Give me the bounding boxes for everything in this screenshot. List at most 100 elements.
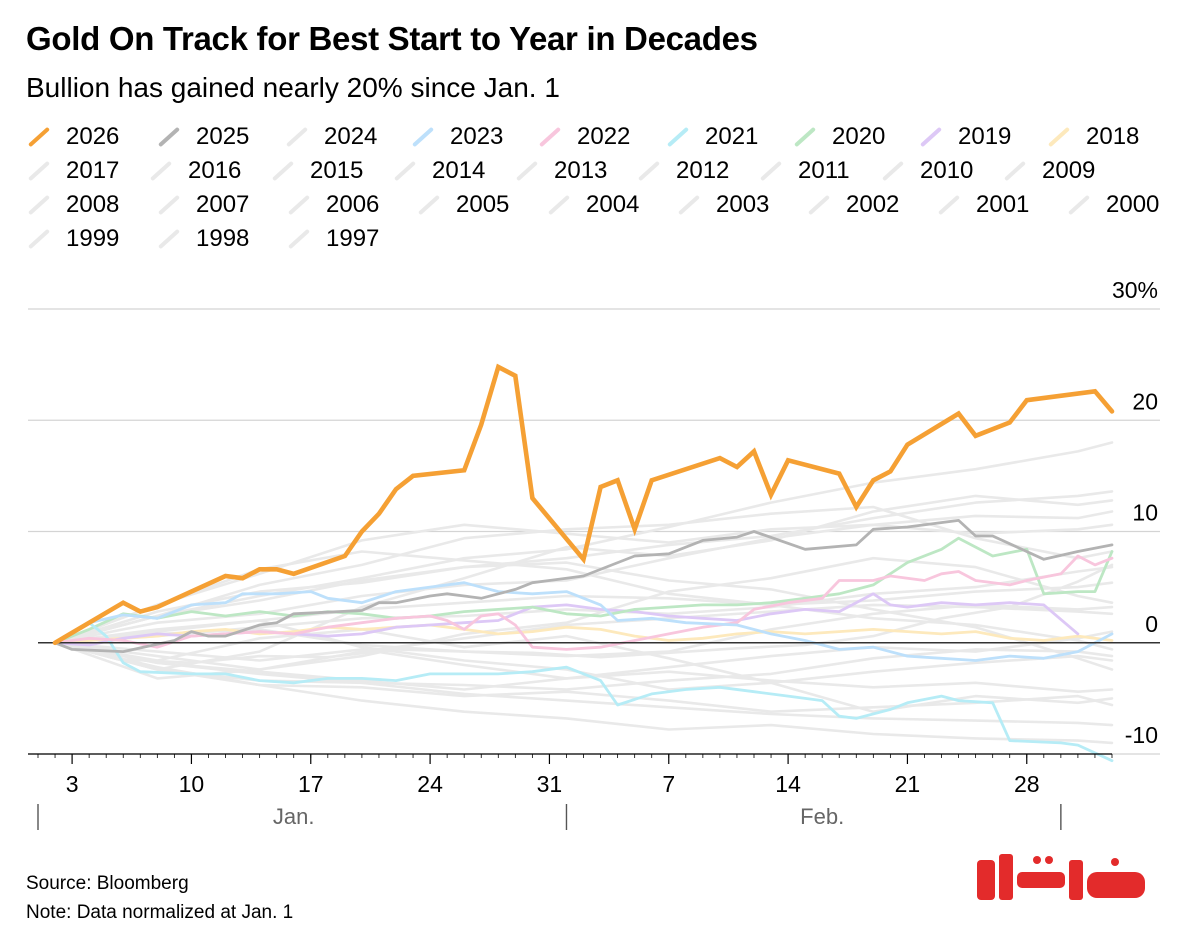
legend-label: 2010 bbox=[920, 157, 974, 184]
y-tick-label: -10 bbox=[1125, 722, 1158, 748]
chart-title: Gold On Track for Best Start to Year in … bbox=[26, 20, 758, 57]
legend-label: 2011 bbox=[798, 157, 850, 184]
legend-item-1998: 1998 bbox=[156, 224, 249, 254]
legend-label: 2023 bbox=[450, 123, 504, 150]
y-tick-label: 10 bbox=[1132, 500, 1158, 526]
legend-label: 2000 bbox=[1106, 191, 1160, 218]
legend-item-2016: 2016 bbox=[148, 156, 241, 186]
series-line-2021 bbox=[53, 621, 1114, 763]
legend-label: 2024 bbox=[324, 123, 378, 150]
series-line-2020 bbox=[53, 536, 1114, 645]
legend-label: 2004 bbox=[586, 191, 640, 218]
x-tick-label: 17 bbox=[298, 771, 324, 797]
series-line-2003 bbox=[53, 561, 1114, 671]
x-tick-label: 31 bbox=[537, 771, 563, 797]
legend-item-2006: 2006 bbox=[286, 190, 379, 220]
x-tick-label: 10 bbox=[179, 771, 205, 797]
series-line-2014 bbox=[53, 510, 1114, 645]
legend-item-2014: 2014 bbox=[392, 156, 485, 186]
legend-label: 2021 bbox=[705, 123, 759, 150]
series-line-2013 bbox=[53, 628, 1114, 714]
legend-item-2007: 2007 bbox=[156, 190, 249, 220]
legend-label: 2013 bbox=[554, 157, 608, 184]
legend-item-2001: 2001 bbox=[936, 190, 1029, 220]
x-tick-label: 14 bbox=[775, 771, 801, 797]
legend-label: 2018 bbox=[1086, 123, 1140, 150]
legend-label: 2025 bbox=[196, 123, 250, 150]
y-axis-labels: 30% 20 10 0 -10 bbox=[1112, 277, 1158, 748]
series-line-2008 bbox=[53, 490, 1114, 645]
legend-label: 2020 bbox=[832, 123, 886, 150]
normalization-note: Note: Data normalized at Jan. 1 bbox=[26, 902, 294, 923]
month-label: Jan. bbox=[273, 804, 315, 829]
legend-label: 2009 bbox=[1042, 157, 1096, 184]
legend-item-2020: 2020 bbox=[792, 122, 885, 152]
legend-item-1999: 1999 bbox=[26, 224, 119, 254]
legend-label: 2016 bbox=[188, 157, 242, 184]
series-line-2022 bbox=[53, 554, 1114, 651]
legend-item-2026: 2026 bbox=[26, 122, 119, 152]
legend-label: 2022 bbox=[577, 123, 631, 150]
legend-label: 2017 bbox=[66, 157, 120, 184]
series-line-2016 bbox=[53, 441, 1114, 645]
y-tick-label: 0 bbox=[1145, 611, 1158, 637]
legend-label: 2007 bbox=[196, 191, 250, 218]
series-line-2017 bbox=[53, 581, 1114, 645]
x-tick-label: 3 bbox=[66, 771, 79, 797]
series-line-2025 bbox=[53, 519, 1114, 653]
legend-label: 2003 bbox=[716, 191, 770, 218]
legend-label: 2005 bbox=[456, 191, 510, 218]
y-tick-label: 20 bbox=[1132, 388, 1158, 414]
legend-item-2019: 2019 bbox=[918, 122, 1011, 152]
legend-item-2009: 2009 bbox=[1002, 156, 1095, 186]
colored-year-lines bbox=[53, 519, 1114, 763]
legend-label: 2002 bbox=[846, 191, 900, 218]
legend-item-2005: 2005 bbox=[416, 190, 509, 220]
background-year-lines bbox=[53, 441, 1114, 745]
x-tick-label: 21 bbox=[895, 771, 921, 797]
legend-item-1997: 1997 bbox=[286, 224, 379, 254]
legend-label: 2014 bbox=[432, 157, 486, 184]
legend-label: 2006 bbox=[326, 191, 380, 218]
legend-label: 1999 bbox=[66, 225, 120, 252]
legend-item-2003: 2003 bbox=[676, 190, 769, 220]
series-line-2012 bbox=[53, 505, 1114, 645]
legend-item-2022: 2022 bbox=[537, 122, 630, 152]
y-tick-label: 30% bbox=[1112, 277, 1158, 303]
x-axis: 3 10 17 24 31 7 14 21 28 Jan. Feb. bbox=[28, 753, 1113, 830]
series-line-2015 bbox=[53, 550, 1114, 651]
legend-item-2010: 2010 bbox=[880, 156, 973, 186]
x-tick-label: 28 bbox=[1014, 771, 1040, 797]
legend-item-2013: 2013 bbox=[514, 156, 607, 186]
series-line-2009 bbox=[53, 494, 1114, 671]
series-line-2018 bbox=[53, 623, 1114, 645]
legend-item-2008: 2008 bbox=[26, 190, 119, 220]
legend-label: 2026 bbox=[66, 123, 120, 150]
legend-item-2011: 2011 bbox=[758, 156, 850, 186]
legend-item-2017: 2017 bbox=[26, 156, 119, 186]
legend-item-2025: 2025 bbox=[156, 122, 249, 152]
chart-subtitle: Bullion has gained nearly 20% since Jan.… bbox=[26, 72, 560, 103]
x-tick-label: 24 bbox=[417, 771, 443, 797]
legend-item-2015: 2015 bbox=[270, 156, 363, 186]
legend-item-2000: 2000 bbox=[1066, 190, 1159, 220]
series-line-2024 bbox=[53, 563, 1114, 665]
series-line-2026 bbox=[52, 363, 1115, 646]
month-label: Feb. bbox=[800, 804, 844, 829]
legend-item-2021: 2021 bbox=[665, 122, 758, 152]
legend-label: 1997 bbox=[326, 225, 380, 252]
series-line-2000 bbox=[53, 556, 1114, 671]
legend-label: 2001 bbox=[976, 191, 1030, 218]
legend-label: 2008 bbox=[66, 191, 120, 218]
legend-item-2023: 2023 bbox=[410, 122, 503, 152]
series-line-2011 bbox=[53, 630, 1114, 691]
legend-item-2004: 2004 bbox=[546, 190, 639, 220]
legend-item-2024: 2024 bbox=[284, 122, 377, 152]
x-tick-label: 7 bbox=[662, 771, 675, 797]
series-line-2023 bbox=[53, 581, 1114, 662]
source-note: Source: Bloomberg bbox=[26, 873, 189, 894]
legend-item-2018: 2018 bbox=[1046, 122, 1139, 152]
legend-item-2012: 2012 bbox=[636, 156, 729, 186]
legend-item-2002: 2002 bbox=[806, 190, 899, 220]
